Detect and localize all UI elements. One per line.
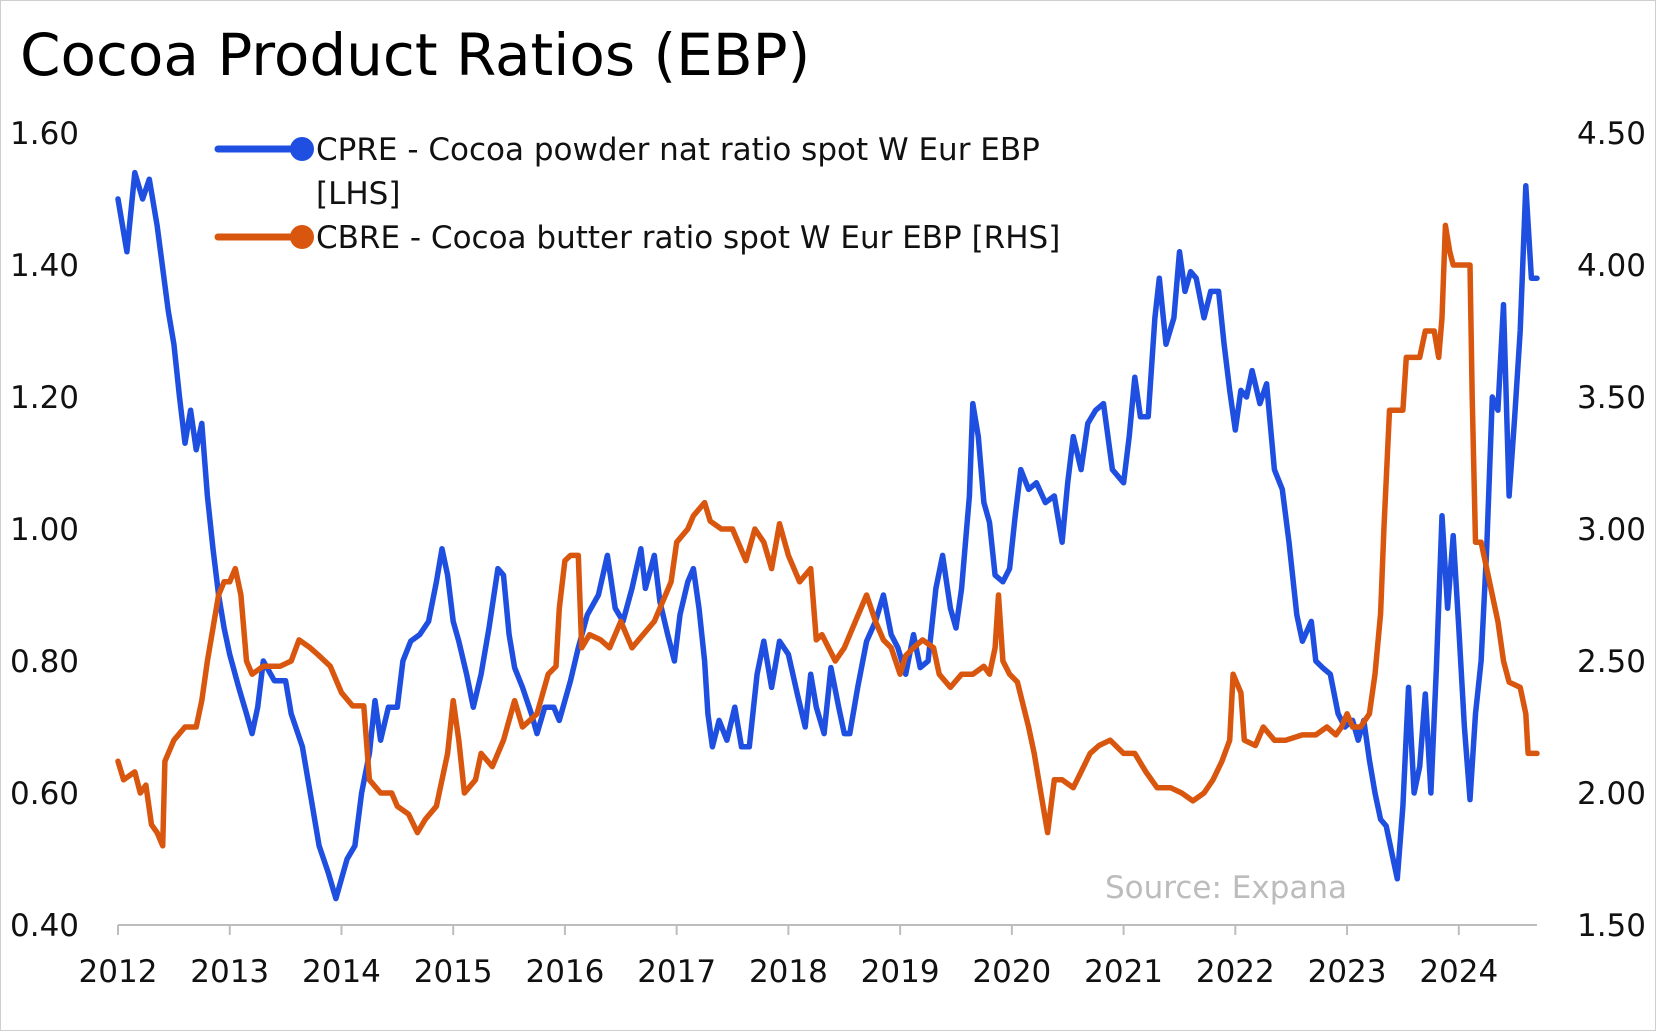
x-tick-label: 2020 bbox=[972, 954, 1051, 990]
legend-marker-cbre bbox=[290, 225, 314, 249]
left-tick-label: 1.60 bbox=[10, 116, 79, 152]
x-tick-label: 2021 bbox=[1084, 954, 1163, 990]
left-tick-label: 0.80 bbox=[10, 644, 79, 680]
series-line-cpre bbox=[115, 169, 1540, 902]
left-tick-label: 0.40 bbox=[10, 908, 79, 944]
x-tick-label: 2023 bbox=[1308, 954, 1387, 990]
source-note: Source: Expana bbox=[1105, 870, 1347, 906]
right-tick-label: 1.50 bbox=[1577, 908, 1646, 944]
left-tick-label: 1.40 bbox=[10, 248, 79, 284]
legend-label-cbre: CBRE - Cocoa butter ratio spot W Eur EBP… bbox=[316, 220, 1060, 256]
x-tick-label: 2014 bbox=[302, 954, 381, 990]
series-lines bbox=[115, 169, 1540, 902]
x-axis: 2012 2013 2014 2015 2016 2017 2018 2019 2020 2021… bbox=[79, 924, 1537, 990]
x-tick-label: 2019 bbox=[861, 954, 940, 990]
x-tick-label: 2017 bbox=[637, 954, 716, 990]
right-tick-label: 2.50 bbox=[1577, 644, 1646, 680]
legend-label-cpre-axis: [LHS] bbox=[316, 176, 400, 212]
x-tick-label: 2024 bbox=[1419, 954, 1498, 990]
right-axis-ticks: 1.50 2.00 2.50 3.00 3.50 4.00 4.50 bbox=[1577, 116, 1646, 944]
right-tick-label: 4.00 bbox=[1577, 248, 1646, 284]
chart-title: Cocoa Product Ratios (EBP) bbox=[20, 21, 810, 89]
x-tick-label: 2016 bbox=[525, 954, 604, 990]
right-tick-label: 3.50 bbox=[1577, 380, 1646, 416]
legend: CPRE - Cocoa powder nat ratio spot W Eur… bbox=[214, 132, 1060, 256]
legend-label-cpre: CPRE - Cocoa powder nat ratio spot W Eur… bbox=[316, 132, 1040, 168]
left-tick-label: 1.20 bbox=[10, 380, 79, 416]
x-tick-label: 2015 bbox=[414, 954, 493, 990]
left-axis-ticks: 0.40 0.60 0.80 1.00 1.20 1.40 1.60 bbox=[10, 116, 79, 944]
left-tick-label: 1.00 bbox=[10, 512, 79, 548]
series-line-cbre bbox=[115, 222, 1540, 849]
left-tick-label: 0.60 bbox=[10, 776, 79, 812]
legend-marker-cpre bbox=[290, 137, 314, 161]
x-tick-label: 2012 bbox=[79, 954, 158, 990]
x-tick-label: 2022 bbox=[1196, 954, 1275, 990]
x-tick-label: 2018 bbox=[749, 954, 828, 990]
x-tick-label: 2013 bbox=[190, 954, 269, 990]
right-tick-label: 2.00 bbox=[1577, 776, 1646, 812]
right-tick-label: 4.50 bbox=[1577, 116, 1646, 152]
right-tick-label: 3.00 bbox=[1577, 512, 1646, 548]
